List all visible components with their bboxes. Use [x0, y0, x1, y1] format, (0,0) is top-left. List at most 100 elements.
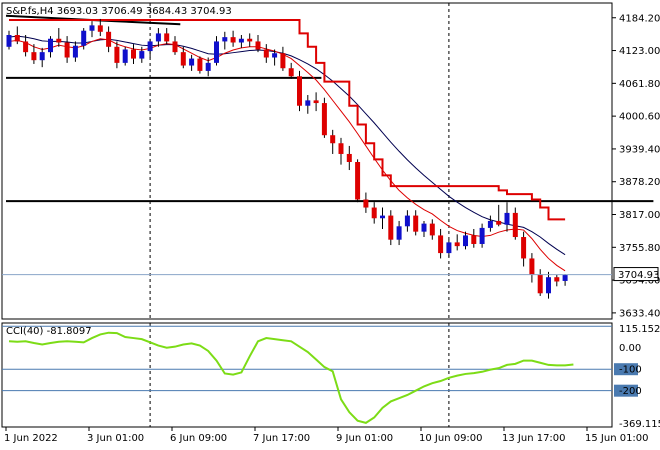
price-tick-label: 3939.40 — [619, 144, 660, 155]
candle — [388, 210, 394, 246]
bull-candle-body — [39, 52, 45, 61]
candle — [139, 46, 145, 63]
candle — [48, 36, 53, 58]
bear-candle-body — [496, 220, 502, 225]
bear-candle-body — [529, 258, 535, 275]
candle — [346, 145, 352, 171]
bear-candle-body — [64, 42, 70, 58]
candle — [355, 159, 361, 203]
bear-candle-body — [471, 235, 477, 244]
bear-candle-body — [247, 38, 253, 42]
candle — [72, 41, 78, 62]
candle — [164, 28, 170, 45]
bull-candle-body — [48, 38, 53, 53]
x-tick-label: 10 Jun 09:00 — [419, 433, 483, 444]
bear-candle-body — [180, 52, 186, 66]
bear-candle-body — [371, 207, 377, 219]
bull-candle-body — [189, 58, 195, 66]
candle — [496, 204, 502, 227]
candle — [180, 46, 186, 69]
bull-candle-body — [396, 226, 402, 240]
bull-candle-body — [89, 25, 95, 31]
bull-candle-body — [562, 274, 568, 281]
candle — [429, 219, 435, 240]
candle — [114, 41, 120, 69]
candle — [6, 30, 12, 50]
cci-panel-frame — [1, 322, 613, 428]
candle — [546, 271, 551, 299]
x-tick-label: 15 Jun 01:00 — [585, 433, 649, 444]
candle — [288, 62, 294, 79]
cci-level-tag — [614, 384, 638, 397]
price-tick-label: 3633.40 — [619, 308, 660, 319]
candle — [64, 36, 70, 63]
cci-tick-label: -369.1159 — [619, 419, 660, 430]
bull-candle-body — [72, 45, 78, 58]
candle — [305, 95, 311, 114]
candle — [23, 35, 29, 57]
fast-moving-average-line — [8, 38, 566, 272]
bull-candle-body — [421, 223, 427, 232]
candle — [363, 192, 369, 213]
bear-candle-body — [438, 235, 444, 254]
candle — [504, 202, 510, 232]
bear-candle-body — [413, 215, 419, 232]
cci-level-tag — [614, 363, 638, 376]
bull-candle-body — [81, 30, 87, 46]
x-tick-label: 6 Jun 09:00 — [170, 433, 227, 444]
candle — [56, 28, 62, 47]
bear-candle-body — [14, 35, 20, 42]
cci-label: CCI(40) -81.8097 — [6, 326, 92, 337]
price-tick-label: 4184.20 — [619, 13, 660, 24]
bear-candle-body — [554, 277, 560, 282]
bear-candle-body — [454, 242, 460, 247]
bull-candle-body — [404, 215, 410, 227]
bear-candle-body — [114, 46, 120, 63]
price-tick-label: 4123.00 — [619, 46, 660, 57]
x-tick-label: 13 Jun 17:00 — [502, 433, 566, 444]
bull-candle-body — [463, 235, 468, 247]
candle — [31, 44, 37, 64]
candle — [272, 49, 278, 66]
candle — [454, 234, 460, 251]
bull-candle-body — [6, 35, 12, 47]
price-panel-frame — [1, 2, 613, 320]
bear-candle-body — [537, 274, 543, 294]
bear-candle-body — [164, 33, 170, 42]
candle — [446, 239, 452, 257]
bull-candle-body — [155, 33, 161, 42]
current-price-label: 3704.93 — [618, 270, 659, 281]
candle — [487, 215, 493, 232]
bear-candle-body — [330, 135, 336, 144]
bear-candle-body — [106, 31, 112, 47]
candle — [562, 273, 568, 286]
candle — [263, 44, 269, 63]
x-tick-label: 9 Jun 01:00 — [336, 433, 393, 444]
price-tick-label: 3755.80 — [619, 243, 660, 254]
bull-candle-body — [487, 220, 493, 228]
candle — [255, 35, 261, 53]
bull-candle-body — [222, 37, 228, 42]
bear-candle-body — [288, 68, 294, 77]
bull-candle-body — [504, 212, 510, 225]
candle — [421, 220, 427, 238]
candle — [554, 274, 560, 287]
price-tick-label: 4061.80 — [619, 79, 660, 90]
candle — [205, 57, 211, 77]
candle — [122, 46, 128, 66]
bull-candle-body — [214, 41, 219, 63]
price-tick-label: 3694.60 — [619, 276, 660, 287]
candle — [297, 70, 302, 112]
candle — [338, 137, 344, 165]
candle — [247, 33, 253, 47]
trailing-stop-line — [9, 19, 566, 221]
cci-line — [8, 331, 574, 424]
candle — [529, 253, 535, 283]
candle — [512, 207, 518, 240]
candle — [330, 129, 336, 154]
bear-candle-body — [313, 100, 319, 104]
x-tick-label: 1 Jun 2022 — [4, 433, 58, 444]
candle — [380, 207, 385, 229]
candle — [106, 26, 112, 53]
